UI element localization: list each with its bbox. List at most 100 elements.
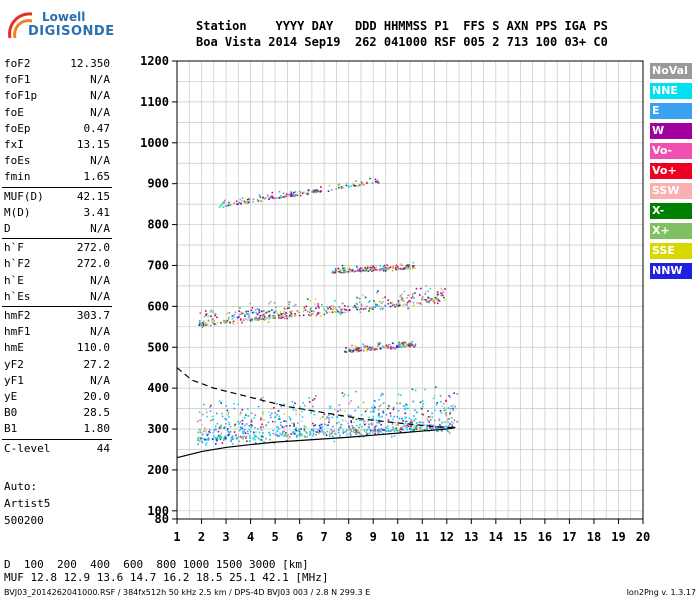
echo-point (305, 431, 308, 433)
echo-point (374, 426, 377, 428)
echo-point (216, 439, 218, 441)
echo-point (239, 318, 242, 320)
echo-point (345, 351, 348, 353)
echo-point (355, 265, 358, 268)
echo-point (354, 349, 356, 352)
echo-point (204, 438, 206, 441)
echo-point (406, 296, 408, 299)
echo-point (242, 435, 245, 438)
param-value: 27.2 (83, 357, 111, 371)
echo-point (408, 264, 410, 266)
echo-point (338, 306, 341, 308)
echo-point (328, 419, 330, 421)
echo-point (288, 416, 291, 418)
echo-point (370, 422, 373, 425)
echo-point (236, 319, 239, 321)
echo-point (340, 186, 343, 188)
echo-point (416, 302, 419, 305)
echo-point (273, 311, 276, 314)
echo-point (392, 267, 395, 270)
echo-point (414, 426, 417, 429)
echo-point (424, 293, 427, 295)
echo-point (414, 409, 416, 411)
echo-point (341, 187, 343, 190)
echo-point (386, 264, 388, 267)
echo-point (411, 341, 413, 343)
echo-point (263, 441, 265, 443)
echo-point (372, 308, 374, 311)
echo-point (208, 430, 210, 433)
echo-point (355, 418, 358, 421)
echo-point (357, 347, 359, 349)
echo-point (285, 312, 288, 314)
logo-line2: DIGISONDE (28, 24, 115, 39)
echo-point (366, 305, 368, 308)
echo-point (307, 192, 310, 195)
echo-point (311, 399, 314, 401)
echo-point (429, 299, 432, 302)
echo-point (396, 265, 399, 268)
echo-point (301, 192, 304, 194)
echo-point (404, 425, 406, 428)
echo-point (283, 413, 286, 415)
echo-point (428, 421, 431, 423)
echo-point (413, 419, 416, 422)
legend-vo-: Vo- (650, 143, 692, 159)
echo-point (377, 414, 380, 417)
echo-point (241, 320, 243, 323)
echo-point (201, 441, 204, 444)
echo-point (428, 297, 431, 300)
echo-point (262, 310, 265, 312)
echo-point (422, 429, 424, 432)
echo-point (409, 267, 412, 270)
echo-point (310, 313, 313, 315)
echo-point (400, 417, 403, 420)
echo-point (445, 399, 447, 402)
echo-point (200, 433, 203, 435)
param-name: B1 (4, 422, 18, 436)
echo-point (351, 344, 353, 347)
echo-point (342, 431, 345, 433)
echo-point (292, 432, 295, 434)
echo-point (376, 347, 378, 350)
echo-point (199, 436, 201, 439)
echo-point (449, 423, 451, 425)
echo-point (283, 307, 285, 309)
echo-point (237, 316, 240, 318)
echo-point (362, 401, 365, 404)
echo-point (397, 305, 400, 307)
x-tick-label: 2 (198, 530, 205, 544)
echo-point (355, 180, 357, 182)
echo-point (369, 428, 371, 431)
echo-point (209, 429, 211, 431)
param-name: hmF1 (4, 325, 31, 339)
x-tick-label: 10 (391, 530, 405, 544)
echo-point (261, 411, 264, 414)
echo-point (326, 424, 328, 427)
echo-point (374, 178, 377, 181)
echo-point (354, 429, 357, 431)
echo-point (243, 319, 245, 322)
echo-point (216, 316, 218, 319)
echo-point (420, 302, 423, 305)
echo-point (418, 302, 420, 305)
param-value: 44 (96, 441, 110, 455)
echo-point (380, 423, 382, 426)
param-name: C-level (4, 441, 51, 455)
echo-point (360, 429, 363, 431)
param-name: foF2 (4, 57, 31, 70)
echo-point (399, 428, 402, 431)
echo-point (378, 343, 381, 346)
echo-point (378, 430, 381, 433)
echo-point (370, 349, 373, 351)
echo-point (396, 402, 398, 405)
echo-point (381, 306, 384, 309)
muf-values: 12.8 12.9 13.6 14.7 16.2 18.5 25.1 42.1 … (23, 571, 329, 584)
echo-point (387, 345, 390, 348)
echo-point (244, 201, 246, 204)
echo-point (223, 436, 226, 439)
echo-point (352, 417, 354, 420)
echo-point (336, 422, 338, 425)
echo-point (401, 428, 403, 431)
echo-point (408, 265, 410, 268)
